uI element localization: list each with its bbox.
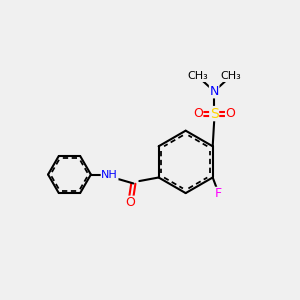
Text: N: N [209,85,219,98]
Text: O: O [226,107,236,120]
Text: F: F [215,187,222,200]
Text: O: O [125,196,135,209]
Text: CH₃: CH₃ [188,71,208,81]
Text: S: S [210,106,219,121]
Text: CH₃: CH₃ [220,71,241,81]
Text: NH: NH [101,169,118,179]
Text: O: O [193,107,203,120]
